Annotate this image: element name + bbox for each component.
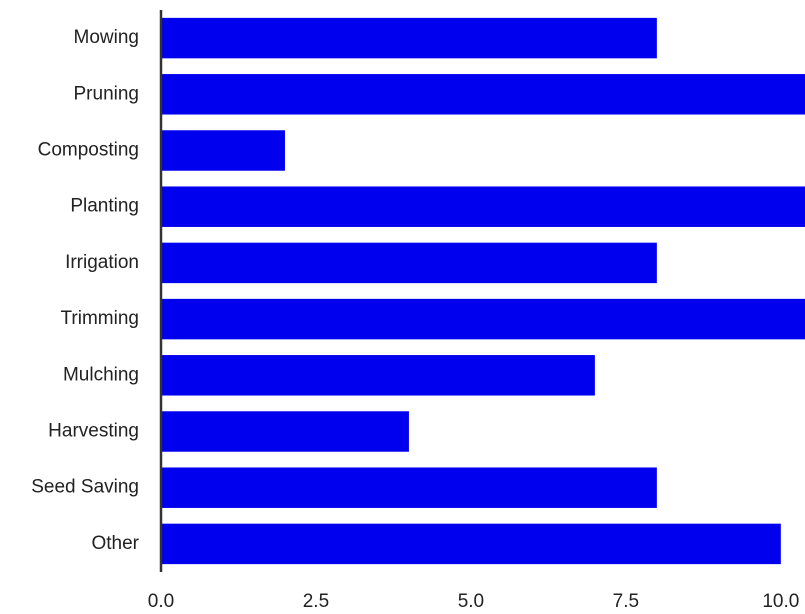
y-tick-label: Seed Saving: [31, 477, 139, 498]
x-tick-label: 5.0: [458, 591, 484, 612]
y-tick-label: Irrigation: [65, 252, 139, 273]
y-tick-label: Mulching: [63, 364, 139, 385]
bar: [161, 355, 595, 396]
bar: [161, 298, 805, 340]
bar: [161, 523, 781, 565]
x-tick-label: 7.5: [613, 591, 639, 612]
bar: [161, 130, 285, 171]
bar: [161, 467, 657, 508]
bar: [161, 186, 805, 227]
y-tick-label: Pruning: [74, 83, 140, 104]
y-tick-label: Harvesting: [48, 421, 139, 442]
x-tick-label: 10.0: [762, 591, 799, 612]
x-tick-label: 0.0: [148, 591, 174, 612]
bar: [161, 242, 657, 284]
x-tick-label: 2.5: [303, 591, 329, 612]
y-tick-label: Mowing: [74, 27, 139, 48]
plot-area: [161, 17, 805, 565]
y-tick-label: Composting: [38, 140, 139, 161]
y-tick-label: Other: [91, 533, 139, 554]
y-tick-label: Trimming: [61, 308, 139, 329]
bar: [161, 17, 657, 59]
y-tick-label: Planting: [70, 196, 139, 217]
bar: [161, 74, 805, 115]
bar: [161, 411, 409, 452]
